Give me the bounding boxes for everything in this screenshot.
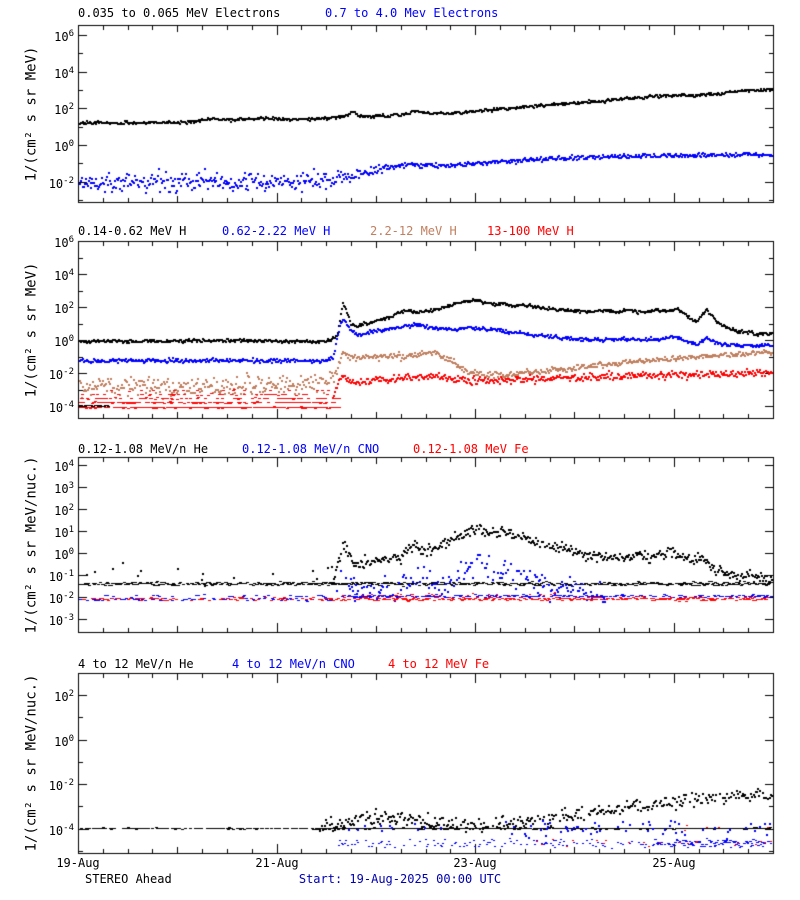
y-tick-label: 100 [54, 547, 74, 562]
y-tick-label: 10-2 [48, 176, 74, 191]
y-tick-label: 10-2 [48, 591, 74, 606]
y-tick-label: 10-2 [48, 367, 74, 382]
legend-h3: 2.2-12 MeV H [370, 224, 457, 238]
y-tick-label: 10-1 [48, 569, 74, 584]
y-tick-label: 101 [54, 525, 74, 540]
start-time-label: Start: 19-Aug-2025 00:00 UTC [298, 872, 502, 886]
spacecraft-label: STEREO Ahead [85, 872, 172, 886]
y-tick-label: 102 [54, 102, 74, 117]
legend-h2: 0.62-2.22 MeV H [222, 224, 331, 238]
x-tick-label-23aug: 23-Aug [453, 856, 497, 870]
y-tick-label: 100 [54, 334, 74, 349]
legend-fe: 0.12-1.08 MeV Fe [413, 442, 529, 456]
legend-cno: 0.12-1.08 MeV/n CNO [242, 442, 380, 456]
y-tick-label: 100 [54, 139, 74, 154]
y-tick-label: 10-2 [48, 778, 74, 793]
x-tick-label-25aug: 25-Aug [652, 856, 696, 870]
y-tick-label: 106 [54, 29, 74, 44]
x-tick-label-19aug: 19-Aug [56, 856, 100, 870]
y-tick-label: 100 [54, 734, 74, 749]
legend-h4: 13-100 MeV H [487, 224, 574, 238]
legend-electrons-low: 0.035 to 0.065 MeV Electrons [78, 6, 281, 20]
y-tick-label: 104 [54, 66, 74, 81]
legend-electrons-high: 0.7 to 4.0 Mev Electrons [325, 6, 499, 20]
legend-h1: 0.14-0.62 MeV H [78, 224, 187, 238]
y-tick-label: 103 [54, 481, 74, 496]
y-tick-label: 10-4 [48, 823, 74, 838]
legend-fe4: 4 to 12 MeV Fe [388, 657, 490, 671]
legend-cno4: 4 to 12 MeV/n CNO [232, 657, 355, 671]
legend-he4: 4 to 12 MeV/n He [78, 657, 194, 671]
legend-he: 0.12-1.08 MeV/n He [78, 442, 209, 456]
x-tick-label-21aug: 21-Aug [255, 856, 299, 870]
y-tick-label: 10-3 [48, 613, 74, 628]
y-tick-label: 106 [54, 235, 74, 250]
y-tick-label: 102 [54, 503, 74, 518]
y-tick-label: 102 [54, 301, 74, 316]
y-tick-label: 104 [54, 268, 74, 283]
y-tick-label: 10-4 [48, 400, 74, 415]
y-tick-label: 104 [54, 459, 74, 474]
y-tick-label: 102 [54, 689, 74, 704]
